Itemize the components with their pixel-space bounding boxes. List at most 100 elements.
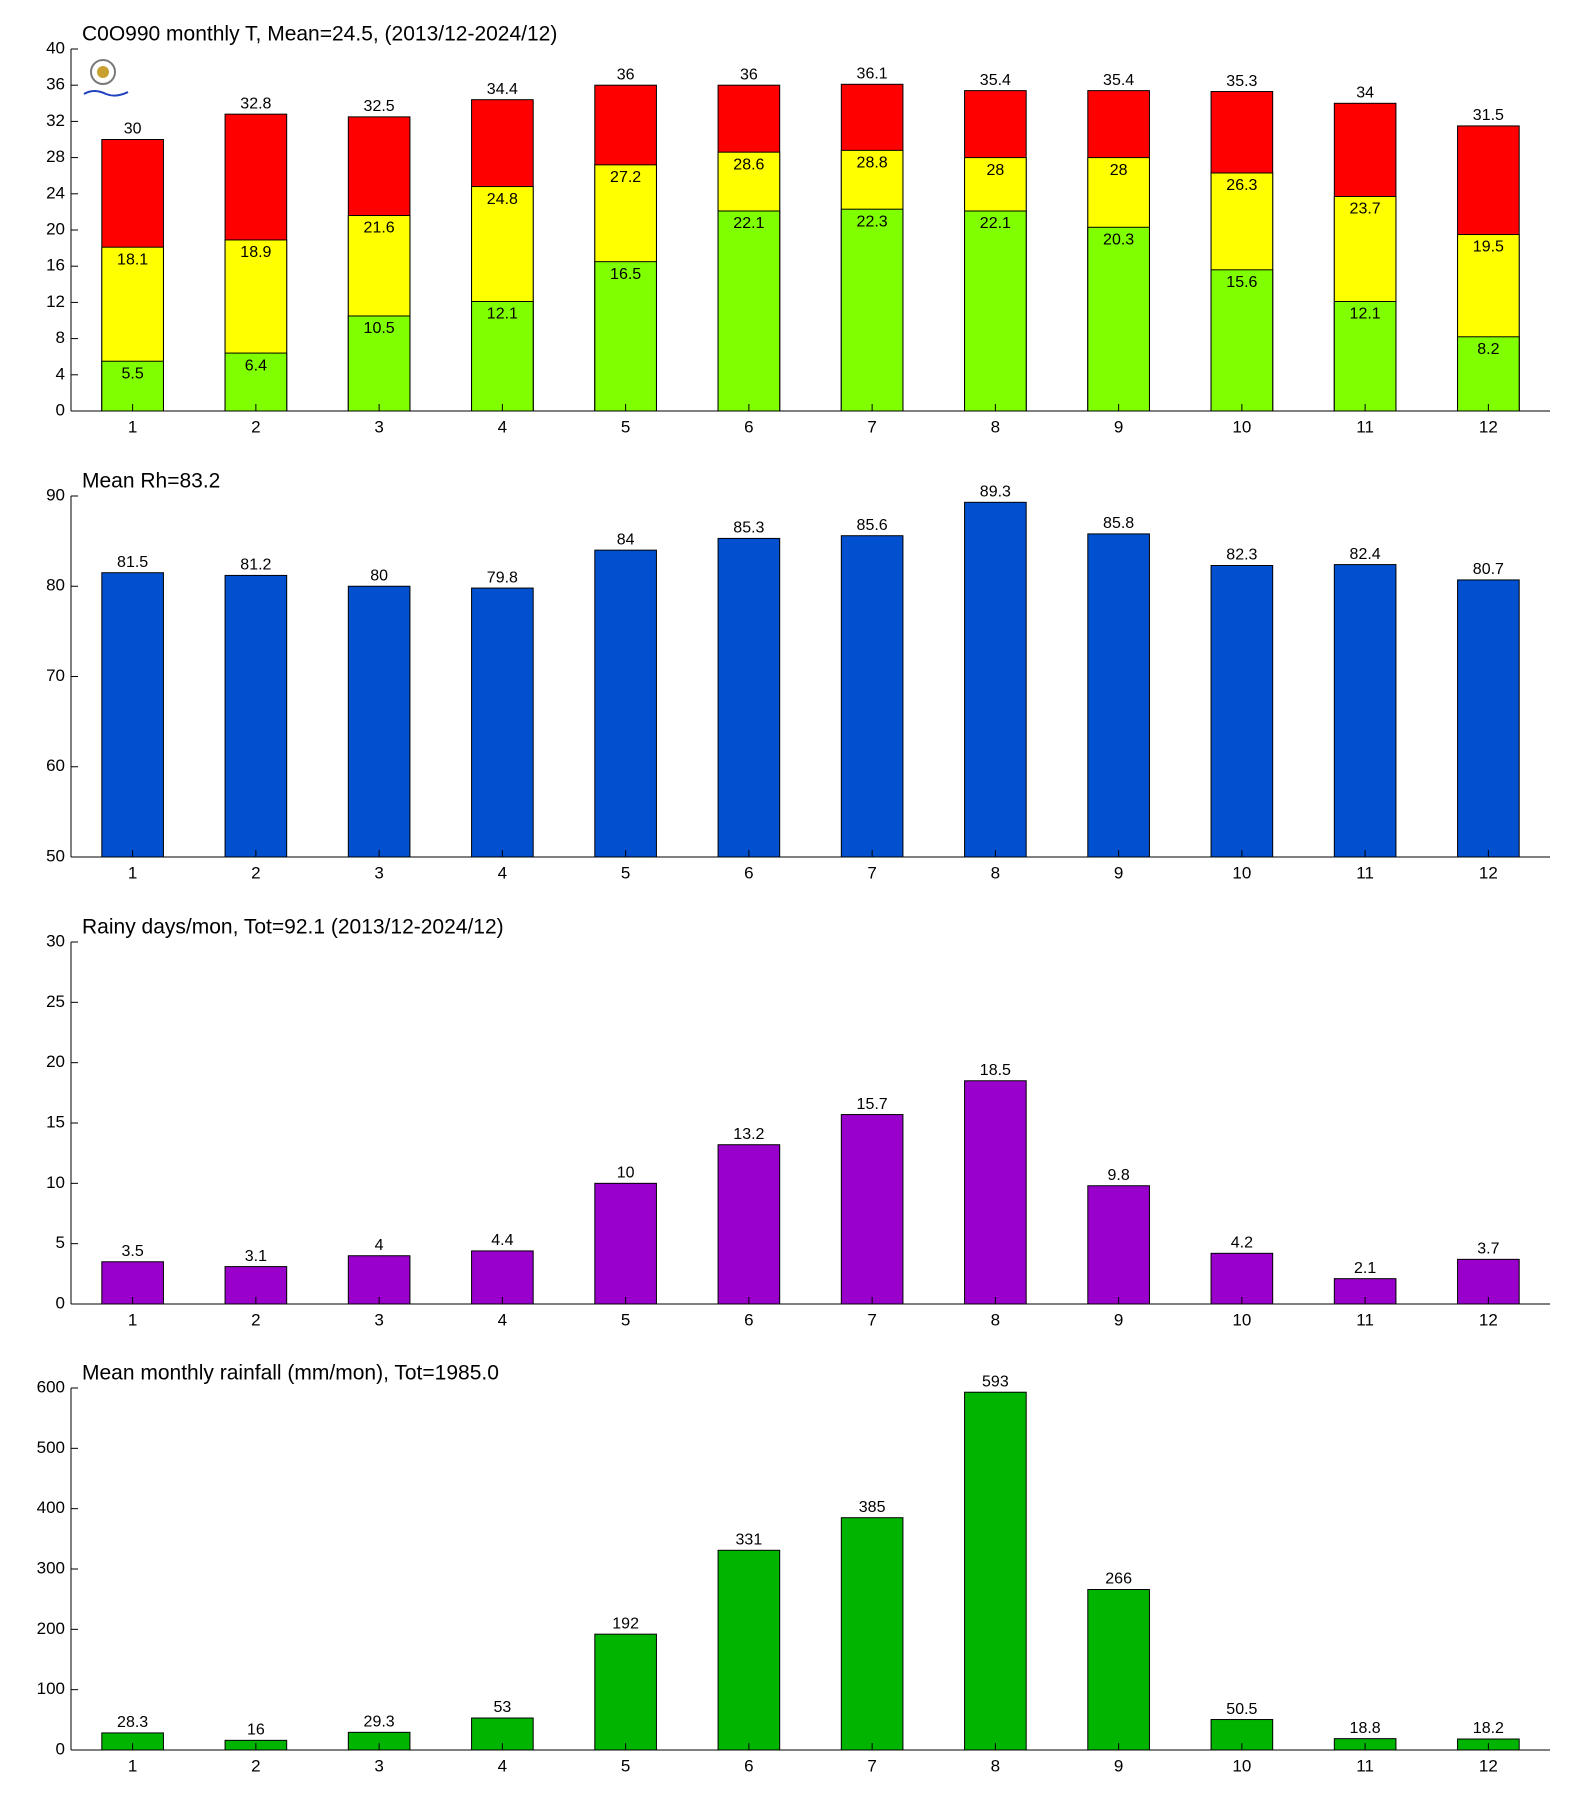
- value-label: 23.7: [1350, 201, 1381, 218]
- y-tick-label: 90: [46, 485, 65, 504]
- x-tick-label: 1: [128, 1756, 137, 1775]
- bar: [1333, 300, 1397, 412]
- x-tick-label: 3: [374, 863, 383, 882]
- value-label: 35.4: [980, 72, 1011, 89]
- value-label: 266: [1105, 1571, 1132, 1588]
- x-tick-label: 1: [128, 1310, 137, 1329]
- value-label: 22.1: [980, 215, 1011, 232]
- value-label: 4: [375, 1237, 384, 1254]
- x-tick-label: 5: [621, 417, 630, 436]
- bar: [717, 537, 781, 858]
- value-label: 32.8: [240, 95, 271, 112]
- bar: [1333, 1278, 1397, 1305]
- bar: [1210, 564, 1274, 858]
- value-label: 82.3: [1226, 547, 1257, 564]
- value-label: 10: [617, 1165, 635, 1182]
- value-label: 22.1: [733, 215, 764, 232]
- value-label: 2.1: [1354, 1260, 1376, 1277]
- value-label: 85.8: [1103, 515, 1134, 532]
- value-label: 26.3: [1226, 177, 1257, 194]
- y-tick-label: 50: [46, 846, 65, 865]
- value-label: 80: [370, 567, 388, 584]
- bar: [964, 210, 1027, 412]
- bar: [1210, 269, 1274, 412]
- value-label: 34: [1356, 85, 1374, 102]
- value-label: 3.5: [122, 1243, 144, 1260]
- value-label: 50.5: [1226, 1701, 1257, 1718]
- y-tick-label: 60: [46, 756, 65, 775]
- x-tick-label: 8: [991, 417, 1000, 436]
- y-tick-label: 0: [56, 1293, 65, 1312]
- x-tick-label: 3: [374, 417, 383, 436]
- x-tick-label: 5: [621, 1310, 630, 1329]
- y-tick-label: 25: [46, 992, 65, 1011]
- value-label: 16: [247, 1722, 265, 1739]
- value-label: 8.2: [1477, 341, 1499, 358]
- y-tick-label: 28: [46, 147, 65, 166]
- value-label: 18.5: [980, 1062, 1011, 1079]
- x-tick-label: 11: [1356, 1310, 1374, 1329]
- bar: [471, 587, 534, 858]
- bar: [1333, 564, 1397, 858]
- value-label: 192: [612, 1615, 639, 1632]
- x-tick-label: 11: [1356, 1756, 1374, 1775]
- x-tick-label: 10: [1232, 1756, 1251, 1775]
- value-label: 16.5: [610, 266, 641, 283]
- value-label: 36: [740, 66, 758, 83]
- value-label: 4.4: [491, 1232, 513, 1249]
- bar: [717, 1144, 781, 1305]
- x-tick-label: 5: [621, 863, 630, 882]
- bar: [594, 549, 657, 858]
- x-tick-label: 6: [744, 417, 753, 436]
- y-tick-label: 10: [46, 1173, 65, 1192]
- bar: [224, 574, 288, 858]
- value-label: 18.2: [1473, 1720, 1504, 1737]
- value-label: 28.3: [117, 1714, 148, 1731]
- value-label: 28: [986, 162, 1004, 179]
- value-label: 28.6: [733, 156, 764, 173]
- x-tick-label: 2: [251, 863, 260, 882]
- y-tick-label: 32: [46, 111, 65, 130]
- x-tick-label: 2: [251, 417, 260, 436]
- x-tick-label: 9: [1114, 417, 1123, 436]
- value-label: 21.6: [364, 220, 395, 237]
- bar: [964, 1080, 1027, 1305]
- x-tick-label: 12: [1479, 1756, 1498, 1775]
- value-label: 385: [859, 1499, 886, 1516]
- x-tick-label: 7: [867, 417, 876, 436]
- x-tick-label: 3: [374, 1310, 383, 1329]
- bar: [1087, 226, 1150, 412]
- y-tick-label: 70: [46, 666, 65, 685]
- bar: [101, 360, 164, 412]
- bar: [101, 572, 164, 858]
- value-label: 85.3: [733, 520, 764, 537]
- y-tick-label: 40: [46, 38, 65, 57]
- y-tick-label: 5: [56, 1233, 65, 1252]
- value-label: 36.1: [857, 66, 888, 83]
- x-tick-label: 7: [867, 1310, 876, 1329]
- x-tick-label: 4: [498, 417, 507, 436]
- value-label: 22.3: [857, 213, 888, 230]
- bar: [1457, 336, 1520, 412]
- x-tick-label: 11: [1356, 863, 1374, 882]
- y-tick-label: 500: [37, 1438, 65, 1457]
- value-label: 24.8: [487, 191, 518, 208]
- x-tick-label: 6: [744, 863, 753, 882]
- x-tick-label: 7: [867, 863, 876, 882]
- bar: [101, 1261, 164, 1305]
- bar: [1210, 1252, 1274, 1305]
- value-label: 15.6: [1226, 274, 1257, 291]
- value-label: 15.7: [857, 1096, 888, 1113]
- value-label: 12.1: [487, 306, 518, 323]
- value-label: 13.2: [733, 1126, 764, 1143]
- x-tick-label: 1: [128, 417, 137, 436]
- value-label: 4.2: [1231, 1235, 1253, 1252]
- y-tick-label: 4: [56, 364, 65, 383]
- y-tick-label: 20: [46, 219, 65, 238]
- bar: [471, 1250, 534, 1305]
- value-label: 18.9: [240, 244, 271, 261]
- value-label: 36: [617, 66, 635, 83]
- value-label: 18.8: [1350, 1720, 1381, 1737]
- x-tick-label: 12: [1479, 863, 1498, 882]
